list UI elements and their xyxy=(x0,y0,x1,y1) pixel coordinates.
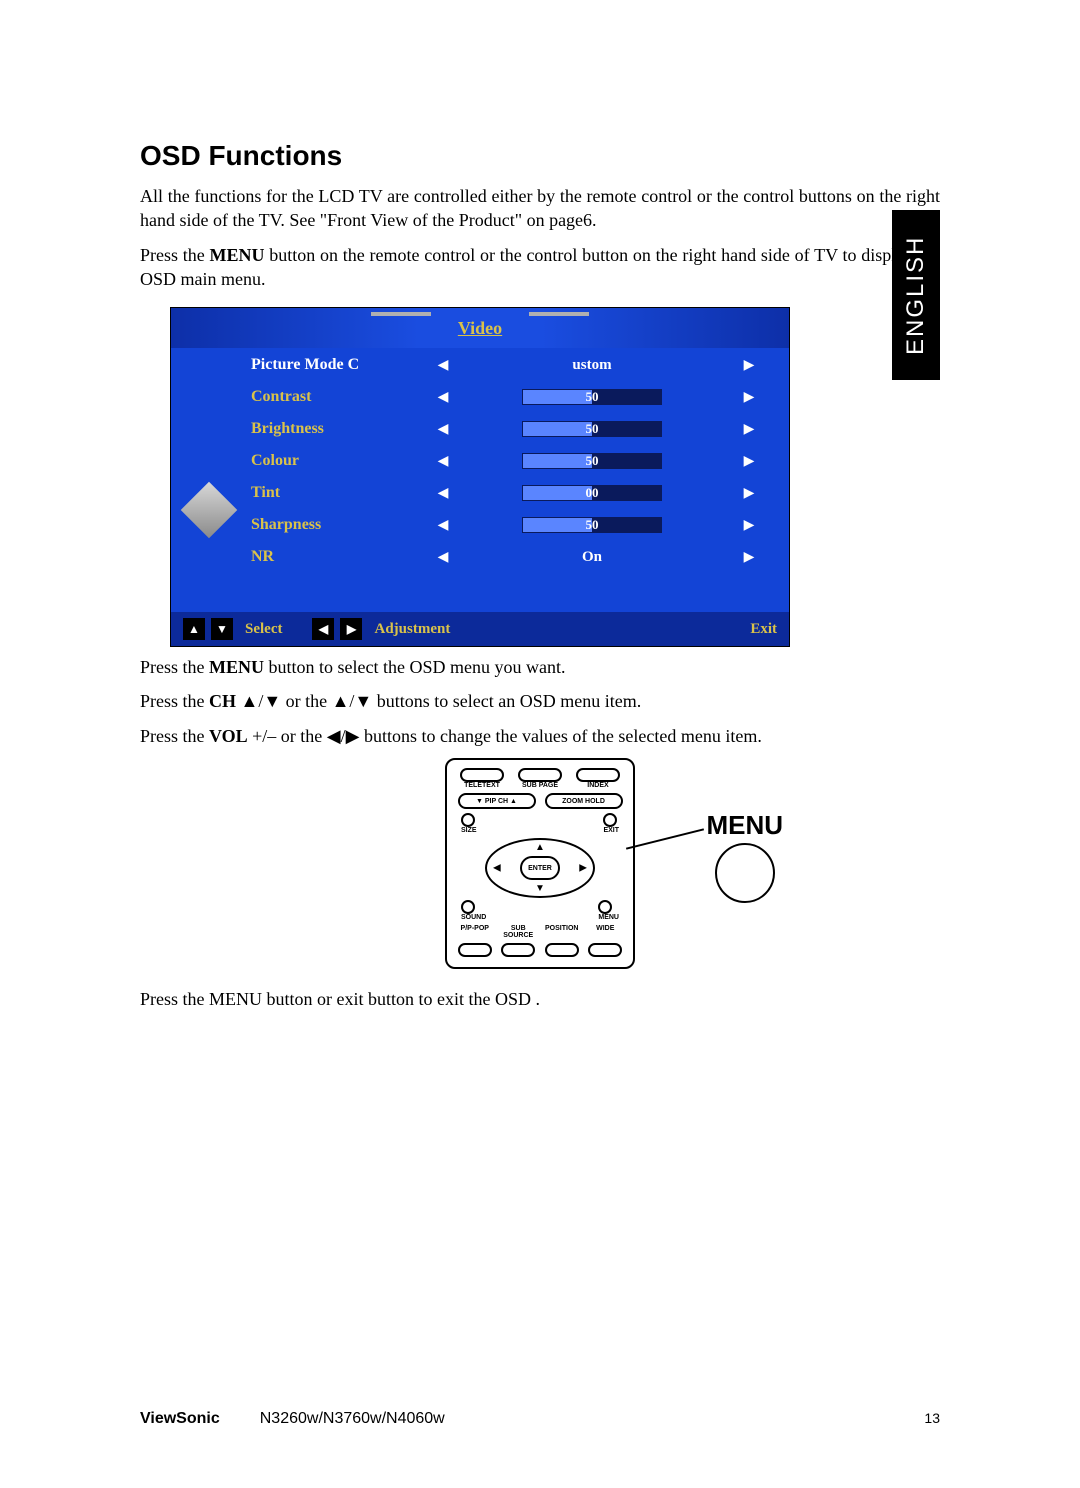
footer-models: N3260w/N3760w/N4060w xyxy=(260,1410,445,1428)
osd-row[interactable]: Picture Mode C◀ ustom ▶ xyxy=(191,350,769,380)
chevron-left-icon[interactable]: ◀ xyxy=(431,517,455,534)
chevron-right-icon[interactable]: ▶ xyxy=(729,549,769,566)
osd-footer: ▲ ▼ Select ◀ ▶ Adjustment Exit xyxy=(171,612,789,646)
osd-slider-value: 50 xyxy=(586,389,599,405)
osd-slider-value: 50 xyxy=(586,517,599,533)
dpad: ▲ ▼ ◀ ▶ ENTER xyxy=(485,838,595,898)
osd-row-value: ustom xyxy=(522,357,662,374)
osd-row-label: Colour xyxy=(191,452,431,470)
osd-slider[interactable]: 50 xyxy=(522,421,662,437)
osd-row-label: Picture Mode C xyxy=(191,356,431,374)
chevron-right-icon[interactable]: ▶ xyxy=(729,357,769,374)
down-icon: ▼ xyxy=(211,618,233,640)
chevron-left-icon[interactable]: ◀ xyxy=(431,421,455,438)
chevron-left-icon[interactable]: ◀ xyxy=(431,357,455,374)
chevron-left-icon[interactable]: ◀ xyxy=(431,453,455,470)
intro-paragraph-2: Press the MENU button on the remote cont… xyxy=(140,243,940,292)
osd-footer-select: Select xyxy=(245,621,282,638)
instruction-exit: Press the MENU button or exit button to … xyxy=(140,987,940,1011)
language-tab: ENGLISH xyxy=(892,210,940,380)
page-title: OSD Functions xyxy=(140,140,940,172)
osd-slider[interactable]: 50 xyxy=(522,453,662,469)
chevron-right-icon[interactable]: ▶ xyxy=(729,453,769,470)
osd-slider-value: 50 xyxy=(586,453,599,469)
page-footer: ViewSonic N3260w/N3760w/N4060w 13 xyxy=(140,1410,940,1428)
osd-menu: Video Picture Mode C◀ustom▶Contrast◀50▶B… xyxy=(170,307,790,647)
menu-callout: MENU xyxy=(706,810,783,903)
osd-slider-value: 50 xyxy=(586,421,599,437)
chevron-right-icon[interactable]: ▶ xyxy=(729,389,769,406)
right-icon: ▶ xyxy=(340,618,362,640)
osd-row-label: Contrast xyxy=(191,388,431,406)
osd-slider[interactable]: 00 xyxy=(522,485,662,501)
chevron-right-icon[interactable]: ▶ xyxy=(729,517,769,534)
osd-slider[interactable]: 50 xyxy=(522,517,662,533)
osd-row[interactable]: NR◀ On ▶ xyxy=(191,542,769,572)
chevron-right-icon[interactable]: ▶ xyxy=(729,485,769,502)
remote-diagram: TELETEXT SUB PAGE INDEX ▼ PIP CH ▲ ZOOM … xyxy=(445,758,635,969)
osd-row-value: On xyxy=(522,549,662,566)
left-icon: ◀ xyxy=(312,618,334,640)
osd-row-label: Brightness xyxy=(191,420,431,438)
instruction-ch: Press the CH ▲/▼ or the ▲/▼ buttons to s… xyxy=(140,689,940,713)
chevron-left-icon[interactable]: ◀ xyxy=(431,485,455,502)
chevron-left-icon[interactable]: ◀ xyxy=(431,549,455,566)
footer-brand: ViewSonic xyxy=(140,1410,220,1428)
up-icon: ▲ xyxy=(183,618,205,640)
osd-row[interactable]: Sharpness◀50▶ xyxy=(191,510,769,540)
footer-page-number: 13 xyxy=(924,1410,940,1426)
osd-row[interactable]: Brightness◀ 50 ▶ xyxy=(191,414,769,444)
chevron-right-icon[interactable]: ▶ xyxy=(729,421,769,438)
osd-row-label: NR xyxy=(191,548,431,566)
osd-slider-value: 00 xyxy=(586,485,599,501)
osd-title: Video xyxy=(458,318,502,339)
osd-row[interactable]: Tint◀00▶ xyxy=(191,478,769,508)
chevron-left-icon[interactable]: ◀ xyxy=(431,389,455,406)
osd-footer-adjustment: Adjustment xyxy=(374,621,450,638)
intro-paragraph-1: All the functions for the LCD TV are con… xyxy=(140,184,940,233)
instruction-vol: Press the VOL +/– or the ◀/▶ buttons to … xyxy=(140,724,940,748)
osd-slider[interactable]: 50 xyxy=(522,389,662,405)
instruction-menu: Press the MENU button to select the OSD … xyxy=(140,655,940,679)
osd-row[interactable]: Contrast◀ 50 ▶ xyxy=(191,382,769,412)
osd-row[interactable]: Colour◀ 50 ▶ xyxy=(191,446,769,476)
osd-footer-exit: Exit xyxy=(750,621,777,638)
